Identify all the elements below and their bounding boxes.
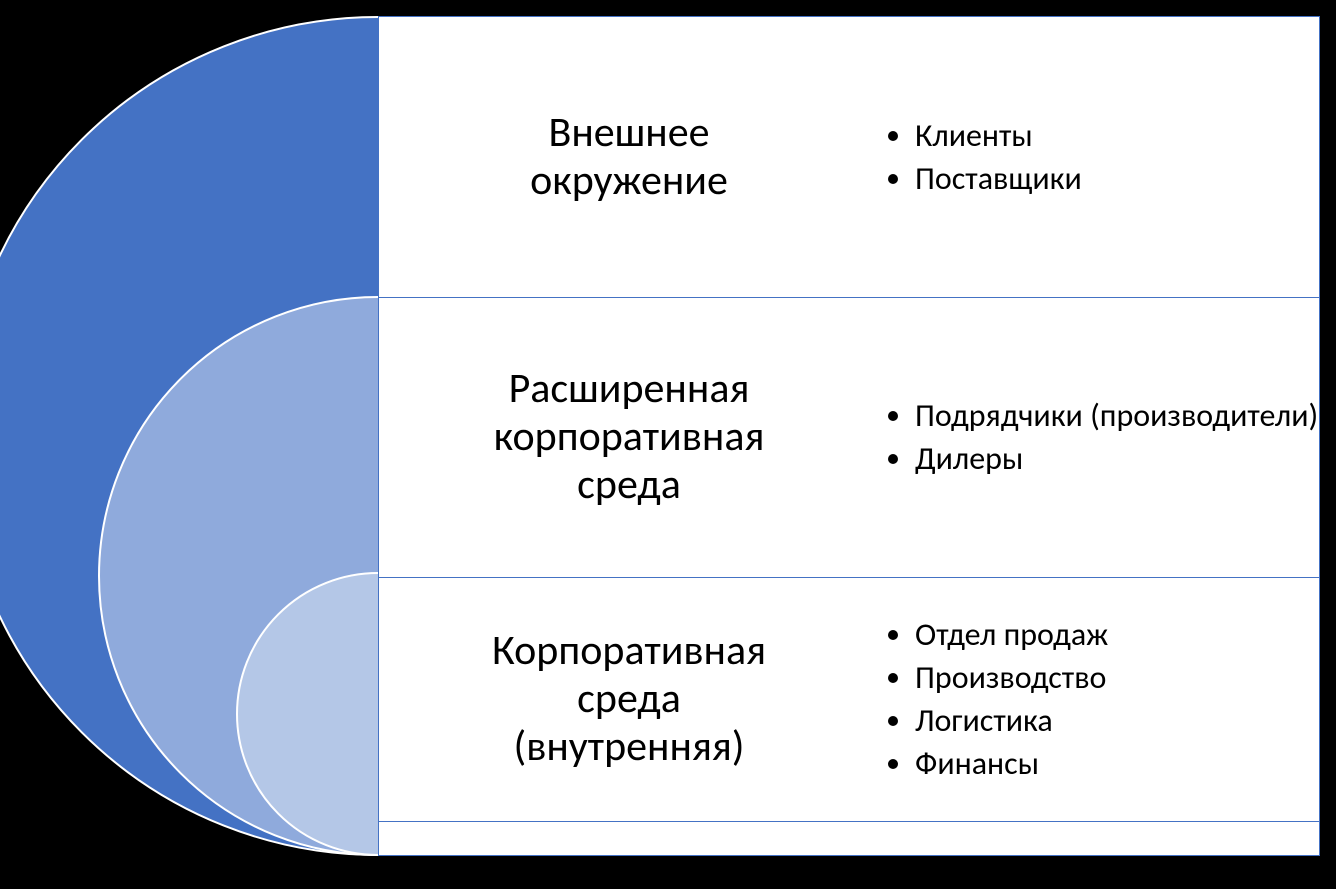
- row-bullets-extended: Подрядчики (производители)Дилеры: [879, 394, 1318, 480]
- row-bullets-internal: Отдел продажПроизводствоЛогистикаФинансы: [879, 613, 1108, 785]
- nested-environment-diagram: Внешнееокружение КлиентыПоставщики Расши…: [0, 0, 1336, 889]
- row-external: Внешнееокружение КлиентыПоставщики: [379, 17, 1321, 297]
- content-panel-mask: Внешнееокружение КлиентыПоставщики Расши…: [378, 16, 1320, 856]
- separator-2: [379, 821, 1319, 822]
- row-internal: Корпоративнаясреда(внутренняя) Отдел про…: [379, 577, 1321, 821]
- bullet-item: Производство: [915, 656, 1108, 699]
- row-bullets-external: КлиентыПоставщики: [879, 114, 1082, 200]
- row-title-external: Внешнееокружение: [419, 109, 839, 206]
- row-title-internal: Корпоративнаясреда(внутренняя): [399, 627, 859, 772]
- bullet-item: Финансы: [915, 742, 1108, 785]
- bullet-item: Поставщики: [915, 157, 1082, 200]
- bullet-item: Клиенты: [915, 114, 1082, 157]
- row-title-extended: Расширеннаякорпоративнаясреда: [399, 365, 859, 510]
- bullet-item: Отдел продаж: [915, 613, 1108, 656]
- bullet-item: Подрядчики (производители): [915, 394, 1318, 437]
- bullet-item: Дилеры: [915, 437, 1318, 480]
- row-extended: Расширеннаякорпоративнаясреда Подрядчики…: [379, 297, 1321, 577]
- bullet-item: Логистика: [915, 699, 1108, 742]
